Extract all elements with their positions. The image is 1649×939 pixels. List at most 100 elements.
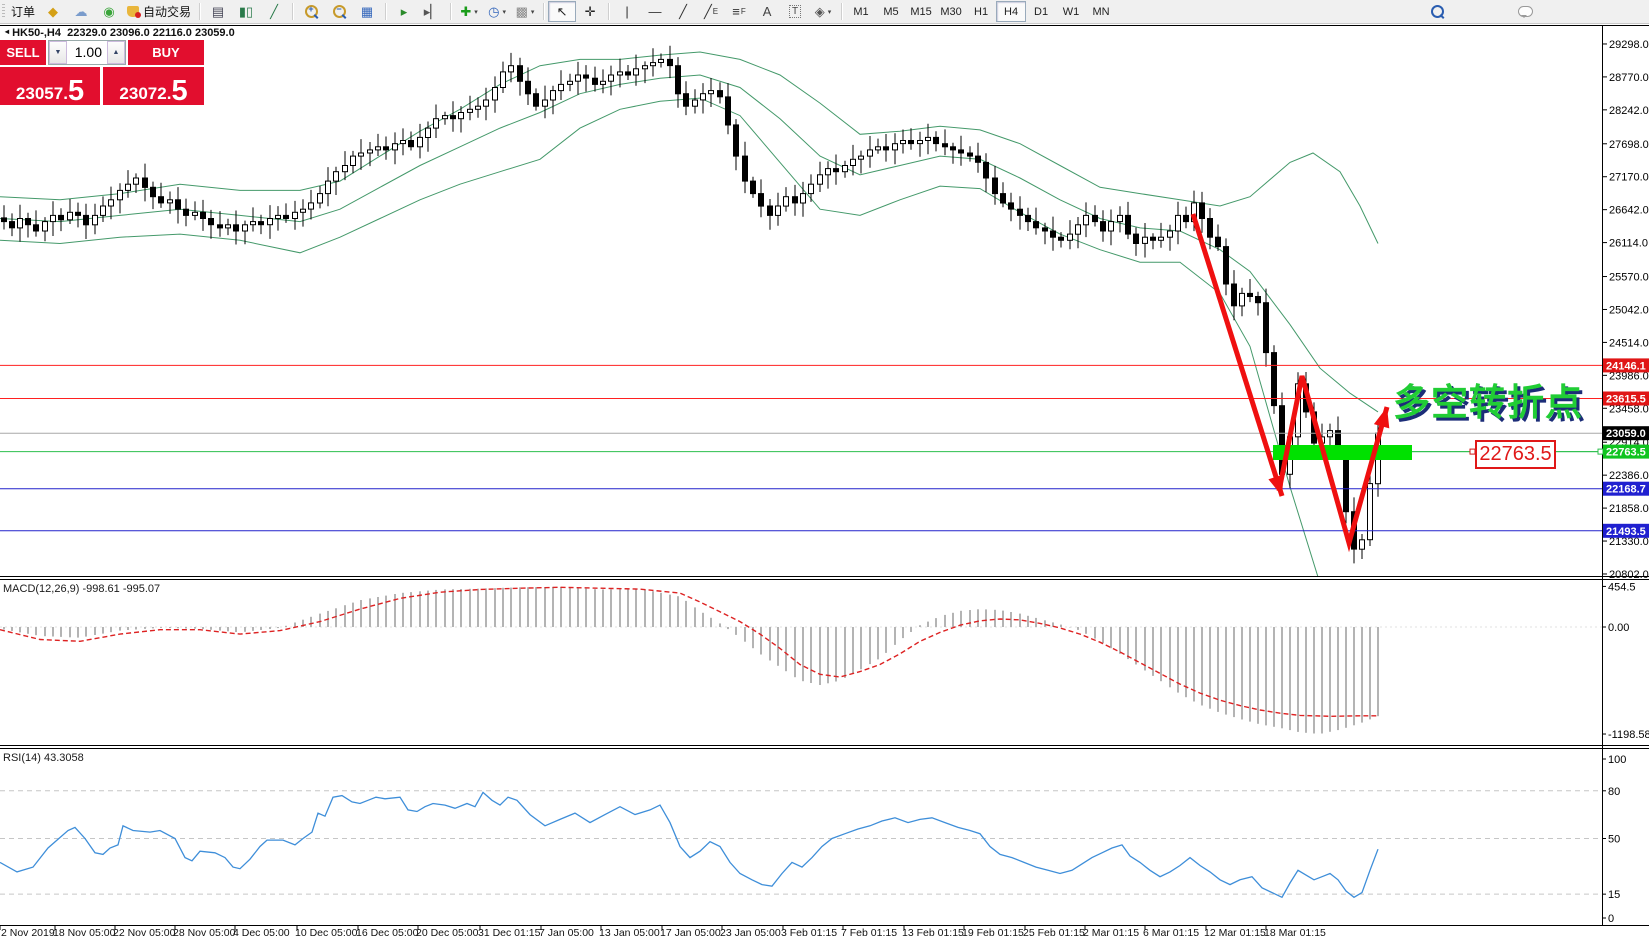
- chat-icon[interactable]: [1511, 1, 1539, 22]
- rsi-label: RSI(14) 43.3058: [3, 752, 84, 764]
- channel-button[interactable]: ╱ E: [703, 4, 719, 19]
- volume-up-button[interactable]: ▲: [107, 41, 125, 64]
- search-icon[interactable]: [1423, 1, 1451, 22]
- timeframe-m30-button[interactable]: M30: [940, 5, 962, 18]
- svg-text:12 Mar 01:15: 12 Mar 01:15: [1204, 927, 1266, 939]
- buy-button[interactable]: BUY: [128, 40, 204, 65]
- svg-text:31 Dec 01:15: 31 Dec 01:15: [478, 927, 541, 939]
- hline-button[interactable]: —: [648, 4, 662, 19]
- svg-text:10 Dec 05:00: 10 Dec 05:00: [295, 927, 358, 939]
- shapes-button[interactable]: ◈ ▾: [814, 4, 832, 19]
- candlestick-button[interactable]: ▮▯: [238, 4, 254, 19]
- arrow-head: [1373, 407, 1390, 429]
- timeframe-mn-button[interactable]: MN: [1092, 5, 1110, 18]
- svg-text:23059.0: 23059.0: [1606, 428, 1646, 440]
- svg-text:20 Dec 05:00: 20 Dec 05:00: [416, 927, 479, 939]
- volume-stepper: ▼ 1.00 ▲: [48, 40, 126, 65]
- svg-text:-1198.58: -1198.58: [1608, 729, 1649, 741]
- macd-axis: 454.5 0.00 -1198.58: [1602, 581, 1649, 741]
- svg-text:3 Feb 01:15: 3 Feb 01:15: [781, 927, 837, 939]
- bar-chart-button[interactable]: ▤: [211, 4, 225, 19]
- ohlc-values: 22329.0 23096.0 22116.0 23059.0: [67, 27, 235, 39]
- timeframe-m1-button[interactable]: M1: [853, 5, 869, 18]
- templates-button[interactable]: ▩ ▾: [515, 4, 535, 19]
- auto-scroll-button[interactable]: ▸: [400, 4, 408, 19]
- chart-annotations: [1190, 213, 1604, 553]
- bollinger-lower: [0, 97, 1319, 576]
- rsi-line: [0, 791, 1379, 899]
- svg-text:23 Jan 05:00: 23 Jan 05:00: [720, 927, 781, 939]
- price-axis[interactable]: 29298.0 28770.0 28242.0 27698.0 27170.0 26642…: [1602, 39, 1649, 581]
- signal-icon[interactable]: ◉: [103, 4, 115, 19]
- sell-button[interactable]: SELL: [0, 40, 46, 65]
- svg-text:28770.0: 28770.0: [1609, 72, 1649, 84]
- svg-text:15: 15: [1608, 889, 1620, 901]
- trend-arrow-2: [1276, 375, 1390, 553]
- upload-icon[interactable]: ☁: [74, 4, 88, 19]
- sell-price[interactable]: 23057. 5: [0, 67, 100, 106]
- cursor-button[interactable]: ↖: [548, 1, 577, 22]
- svg-text:6 Mar 01:15: 6 Mar 01:15: [1143, 927, 1199, 939]
- svg-text:7 Feb 01:15: 7 Feb 01:15: [841, 927, 897, 939]
- svg-text:29298.0: 29298.0: [1609, 39, 1649, 51]
- text-button[interactable]: A: [762, 4, 772, 19]
- zoom-out-button[interactable]: −: [325, 1, 353, 22]
- svg-text:26114.0: 26114.0: [1609, 238, 1648, 250]
- svg-text:23615.5: 23615.5: [1606, 393, 1646, 405]
- price-badge-21493.5: [1603, 523, 1649, 538]
- symbol-label: HK50-,H4: [12, 27, 61, 39]
- svg-text:28242.0: 28242.0: [1609, 105, 1649, 117]
- svg-text:80: 80: [1608, 786, 1620, 798]
- rsi-axis: 100 80 50 15 0: [1602, 754, 1626, 925]
- price-callout-label[interactable]: 22763.5: [1475, 440, 1556, 469]
- svg-text:454.5: 454.5: [1608, 581, 1636, 593]
- timeframe-h4-button[interactable]: H4: [996, 1, 1027, 22]
- svg-text:28 Nov 05:00: 28 Nov 05:00: [173, 927, 236, 939]
- price-badge-23059.0: [1603, 426, 1649, 441]
- svg-text:22763.5: 22763.5: [1606, 447, 1646, 459]
- periods-button[interactable]: ◷ ▾: [488, 4, 506, 19]
- turning-point-annotation: 多空转折点: [1393, 382, 1583, 423]
- crosshair-button[interactable]: ✛: [584, 4, 596, 19]
- svg-text:0.00: 0.00: [1608, 622, 1629, 634]
- main-toolbar: 订单 ◆ ☁ ◉ 自动交易 ▤ ▮▯ ╱ + − ▦ ▸ ▸▏ ✚ ▾ ◷ ▾ ▩ ▾ ↖ ✛ | — ╱ ╱ E ≡ F A T ◈ ▾ M1…: [0, 0, 1649, 24]
- svg-text:2 Nov 2019: 2 Nov 2019: [1, 927, 55, 939]
- chart-shift-button[interactable]: ▸▏: [423, 4, 441, 19]
- tile-windows-button[interactable]: ▦: [360, 4, 374, 19]
- label-button[interactable]: T: [781, 1, 809, 22]
- macd-label: MACD(12,26,9) -998.61 -995.07: [3, 583, 161, 595]
- trendline-button[interactable]: ╱: [679, 4, 687, 19]
- vline-button[interactable]: |: [625, 4, 629, 19]
- gold-icon[interactable]: ◆: [48, 4, 59, 19]
- new-order-button[interactable]: 订单: [11, 5, 36, 19]
- macd-panel: [0, 586, 1602, 734]
- svg-text:13 Jan 05:00: 13 Jan 05:00: [599, 927, 660, 939]
- svg-text:20802.0: 20802.0: [1609, 569, 1649, 581]
- svg-text:27170.0: 27170.0: [1609, 172, 1649, 184]
- bollinger-middle: [0, 74, 1379, 413]
- timeframe-h1-button[interactable]: H1: [974, 5, 989, 18]
- macd-signal-line: [0, 586, 1378, 718]
- svg-text:18 Nov 05:00: 18 Nov 05:00: [53, 927, 116, 939]
- buy-price[interactable]: 23072. 5: [103, 67, 204, 106]
- support-highlight-band: [1273, 445, 1412, 460]
- timeframe-w1-button[interactable]: W1: [1062, 5, 1080, 18]
- bollinger-bands: [0, 51, 1379, 576]
- volume-input[interactable]: 1.00: [74, 44, 102, 60]
- panel-frames: [0, 25, 1649, 926]
- svg-text:4 Dec 05:00: 4 Dec 05:00: [233, 927, 290, 939]
- svg-text:23986.0: 23986.0: [1609, 370, 1649, 382]
- zoom-in-button[interactable]: +: [297, 1, 325, 22]
- new-chart-button[interactable]: ✚ ▾: [460, 4, 478, 19]
- fibonacci-button[interactable]: ≡ F: [732, 4, 746, 19]
- volume-down-button[interactable]: ▼: [49, 41, 67, 64]
- timeframe-m5-button[interactable]: M5: [883, 5, 899, 18]
- timeframe-d1-button[interactable]: D1: [1034, 5, 1049, 18]
- svg-text:23458.0: 23458.0: [1609, 403, 1649, 415]
- timeframe-m15-button[interactable]: M15: [910, 5, 932, 18]
- line-chart-button[interactable]: ╱: [270, 4, 278, 19]
- autotrade-button[interactable]: 自动交易: [123, 1, 195, 22]
- svg-text:22168.7: 22168.7: [1606, 484, 1646, 496]
